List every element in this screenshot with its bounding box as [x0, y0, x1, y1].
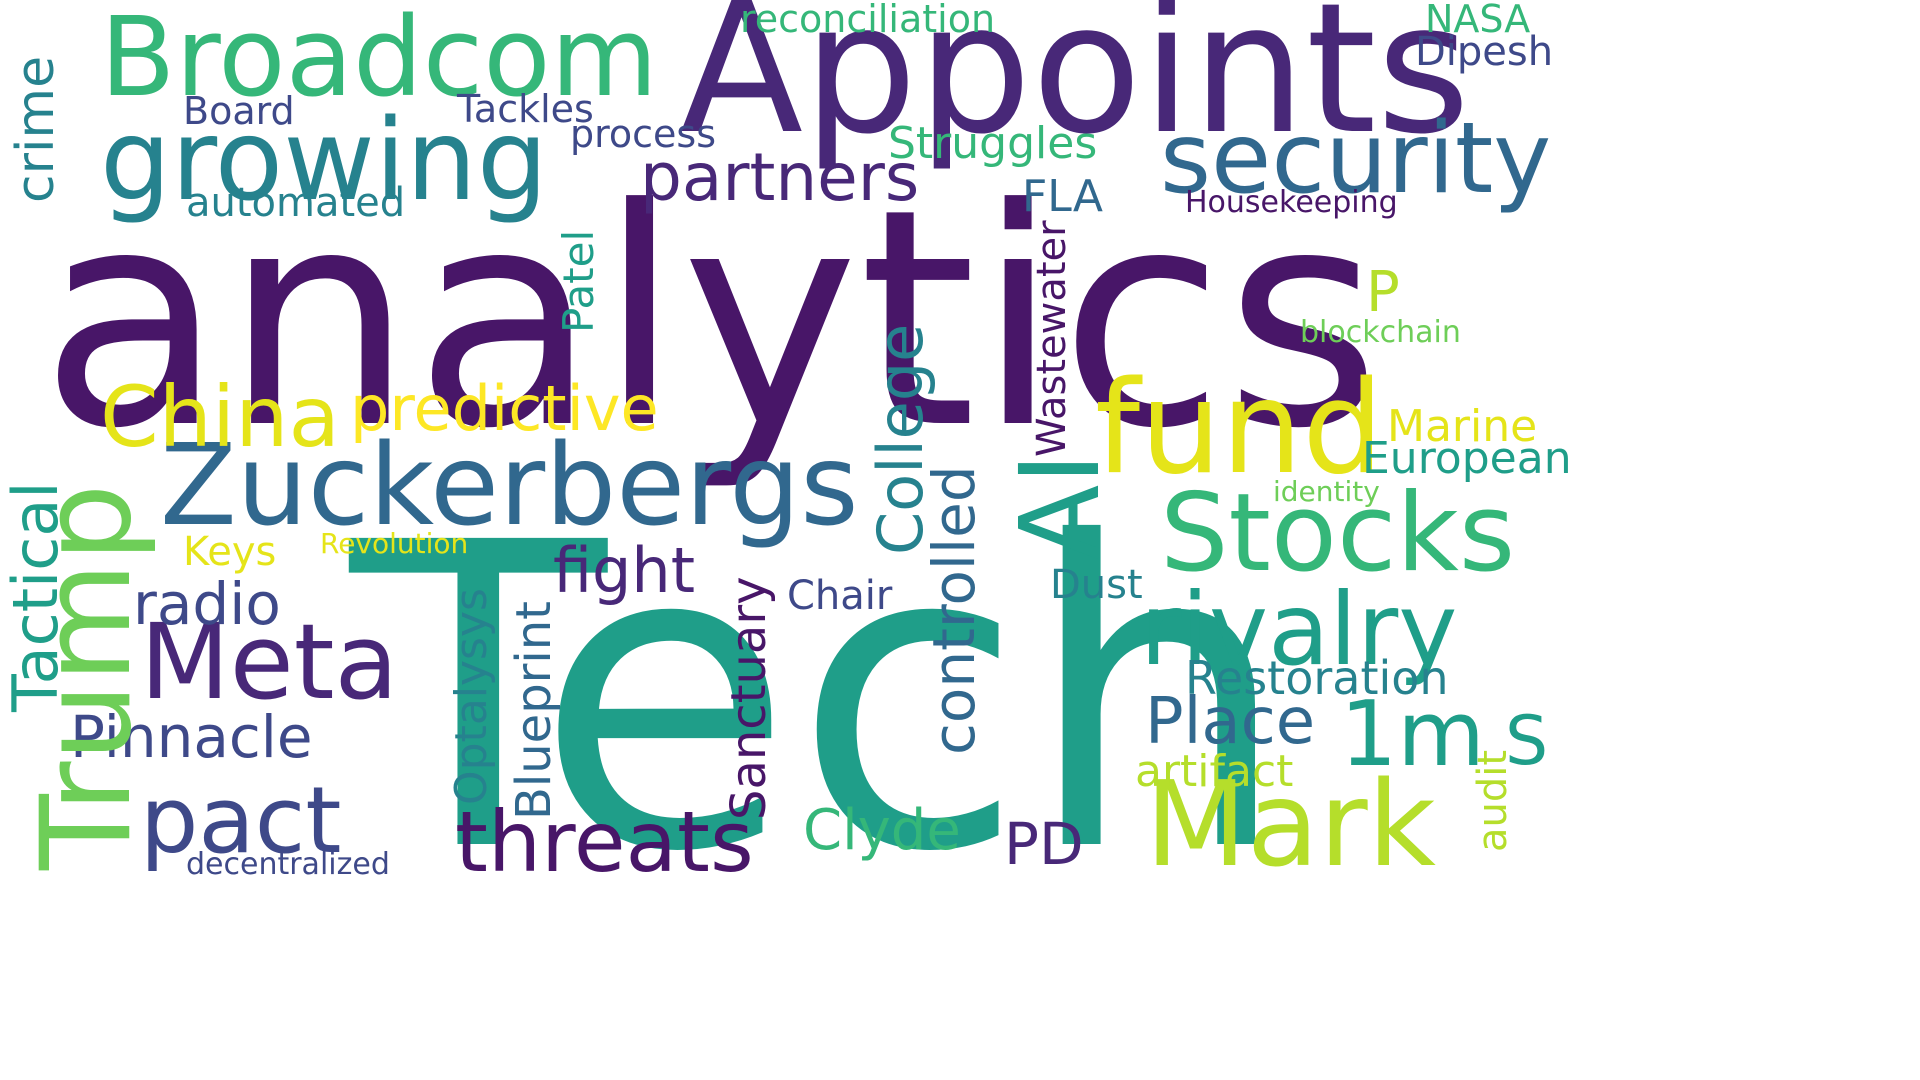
word-audit: audit [1470, 749, 1516, 852]
word-radio: radio [133, 570, 281, 638]
word-tactical: Tactical [0, 481, 72, 712]
word-1m: 1m [1340, 682, 1485, 787]
word-zuckerbergs: Zuckerbergs [160, 421, 859, 551]
word-s: S [1505, 702, 1549, 781]
word-growing: growing [100, 96, 548, 226]
word-controlled: controlled [920, 465, 988, 755]
word-china: China [100, 368, 340, 466]
word-analytics: analytics [40, 145, 1381, 494]
word-predictive: predictive [350, 372, 659, 445]
word-process: process [570, 112, 717, 156]
word-dipesh: Dipesh [1415, 29, 1554, 75]
word-p: P [1366, 260, 1400, 325]
word-pact: pact [140, 767, 342, 874]
word-identity: identity [1273, 475, 1380, 508]
word-revolution: Revolution [320, 527, 469, 560]
word-threats: threats [455, 793, 754, 891]
word-keys: Keys [183, 529, 277, 575]
word-reconciliation: reconciliation [740, 0, 996, 41]
word-ai: AI [996, 452, 1124, 560]
word-fund: fund [1095, 354, 1384, 503]
word-meta: Meta [140, 601, 399, 723]
word-partners: partners [640, 139, 920, 216]
word-fight: fight [553, 534, 696, 607]
word-european: European [1362, 433, 1572, 484]
word-place: Place [1145, 685, 1316, 759]
word-nasa: NASA [1425, 0, 1531, 41]
word-patel: Patel [554, 229, 603, 333]
word-appoints: Appoints [680, 0, 1471, 174]
word-mark: Mark [1145, 755, 1436, 893]
word-clyde: Clyde [803, 798, 961, 863]
word-dust: Dust [1050, 562, 1143, 608]
word-artifact: artifact [1135, 746, 1294, 797]
word-rivalry: rivalry [1140, 571, 1458, 688]
word-pinnacle: Pinnacle [70, 703, 313, 771]
word-board: Board [183, 89, 295, 133]
word-fla: FLA [1022, 171, 1103, 222]
word-chair: Chair [787, 573, 893, 619]
word-broadcom: Broadcom [100, 0, 658, 121]
word-decentralized: decentralized [186, 847, 390, 882]
word-wastewater: Wastewater [1029, 220, 1075, 457]
word-tech: Tech [350, 455, 1291, 944]
word-marine: Marine [1387, 401, 1538, 452]
word-sanctuary: Sanctuary [721, 576, 777, 821]
word-blockchain: blockchain [1300, 315, 1461, 350]
word-pd: PD [1004, 810, 1084, 878]
word-housekeeping: Housekeeping [1185, 185, 1398, 220]
word-crime: crime [6, 55, 66, 203]
word-optalysys: Optalysys [446, 588, 497, 805]
word-security: security [1160, 102, 1552, 216]
word-blueprint: Blueprint [506, 601, 562, 820]
word-automated: automated [186, 180, 406, 226]
word-tackles: Tackles [457, 87, 594, 131]
word-stocks: Stocks [1160, 471, 1516, 596]
word-struggles: Struggles [888, 118, 1098, 169]
word-restoration: Restoration [1185, 651, 1449, 705]
